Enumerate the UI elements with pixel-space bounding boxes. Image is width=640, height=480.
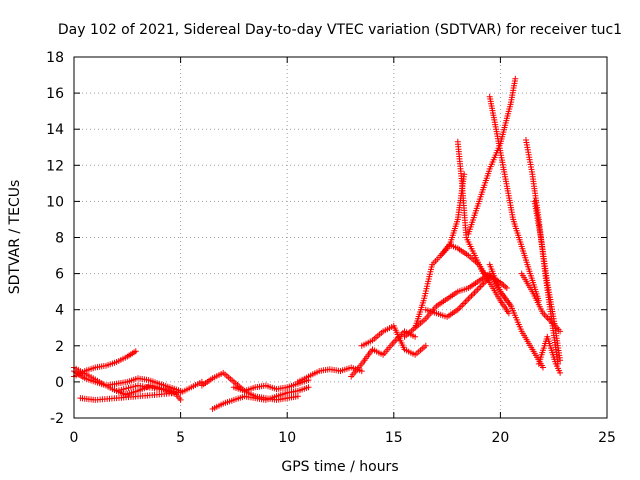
series-pass-g bbox=[198, 369, 301, 403]
data-point bbox=[358, 322, 429, 358]
axis-ticks bbox=[73, 56, 608, 419]
data-point bbox=[209, 384, 312, 412]
y-tick-label: 10 bbox=[46, 194, 64, 210]
data-point bbox=[422, 274, 493, 320]
y-tick-label: 16 bbox=[46, 86, 64, 102]
series-pass-c bbox=[77, 389, 180, 403]
y-tick-label: 2 bbox=[55, 339, 64, 355]
series-pass-s bbox=[486, 261, 546, 371]
y-tick-label: 0 bbox=[55, 375, 64, 391]
data-point bbox=[198, 369, 301, 403]
data-point bbox=[437, 241, 512, 317]
data-point bbox=[113, 378, 205, 396]
y-tick-label: 6 bbox=[55, 267, 64, 283]
data-point bbox=[77, 389, 180, 403]
x-axis-label: GPS time / hours bbox=[281, 459, 398, 475]
series-pass-v bbox=[518, 270, 564, 335]
y-tick-labels: -2 0 2 4 6 8 10 12 14 16 18 bbox=[46, 50, 64, 427]
series-pass-r bbox=[486, 93, 542, 304]
x-tick-labels: 0 5 10 15 20 25 bbox=[70, 430, 616, 446]
series-pass-w bbox=[535, 333, 564, 376]
chart-title: Day 102 of 2021, Sidereal Day-to-day VTE… bbox=[58, 22, 622, 38]
x-tick-label: 20 bbox=[491, 430, 509, 446]
x-tick-label: 5 bbox=[176, 430, 185, 446]
plot-frame bbox=[73, 56, 608, 419]
y-tick-label: 18 bbox=[46, 50, 64, 66]
y-tick-label: 8 bbox=[55, 231, 64, 247]
data-point bbox=[535, 333, 564, 376]
y-axis-label: SDTVAR / TECUs bbox=[7, 180, 23, 295]
data-point bbox=[486, 261, 546, 371]
y-tick-label: -2 bbox=[50, 411, 64, 427]
series-pass-f bbox=[209, 384, 312, 412]
data-point bbox=[486, 93, 542, 304]
series-pass-k bbox=[358, 322, 429, 358]
y-tick-label: 4 bbox=[55, 303, 64, 319]
y-tick-label: 12 bbox=[46, 158, 64, 174]
x-tick-label: 10 bbox=[278, 430, 296, 446]
grid bbox=[74, 57, 607, 418]
series-pass-e bbox=[113, 378, 205, 396]
x-tick-label: 15 bbox=[385, 430, 403, 446]
series-pass-p bbox=[437, 241, 512, 317]
series-pass-n bbox=[422, 274, 493, 320]
data-point bbox=[518, 270, 564, 335]
y-tick-label: 14 bbox=[46, 122, 64, 138]
x-tick-label: 25 bbox=[598, 430, 616, 446]
data-points bbox=[71, 75, 564, 412]
x-tick-label: 0 bbox=[70, 430, 79, 446]
